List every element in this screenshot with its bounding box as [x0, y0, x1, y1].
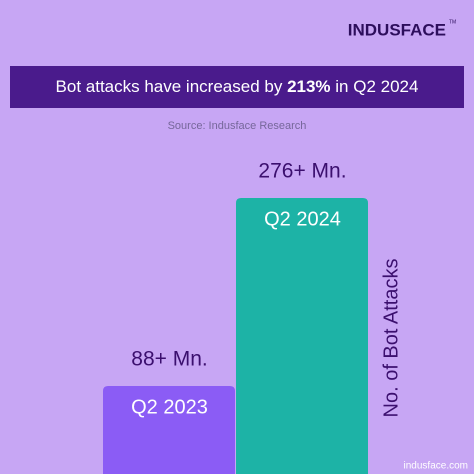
bar [236, 198, 368, 474]
footer: indusface.com [404, 461, 468, 472]
source: Source: Indusface Research [168, 120, 307, 132]
y-axis-label: No. of Bot Attacks [380, 259, 402, 418]
category-label: Q2 2023 [131, 396, 208, 418]
brand-mark: TM [449, 19, 456, 25]
title-text: Bot attacks have increased by [55, 77, 283, 96]
brand-logo: INDUSFACE [348, 20, 446, 39]
category-label: Q2 2024 [264, 208, 341, 230]
bar [103, 386, 235, 474]
title-highlight: 213% [287, 77, 331, 96]
value-label: 88+ Mn. [131, 348, 207, 371]
title-text: in Q2 2024 [335, 77, 419, 96]
value-label: 276+ Mn. [258, 160, 346, 183]
title-banner: Bot attacks have increased by 213% in Q2… [10, 66, 464, 108]
